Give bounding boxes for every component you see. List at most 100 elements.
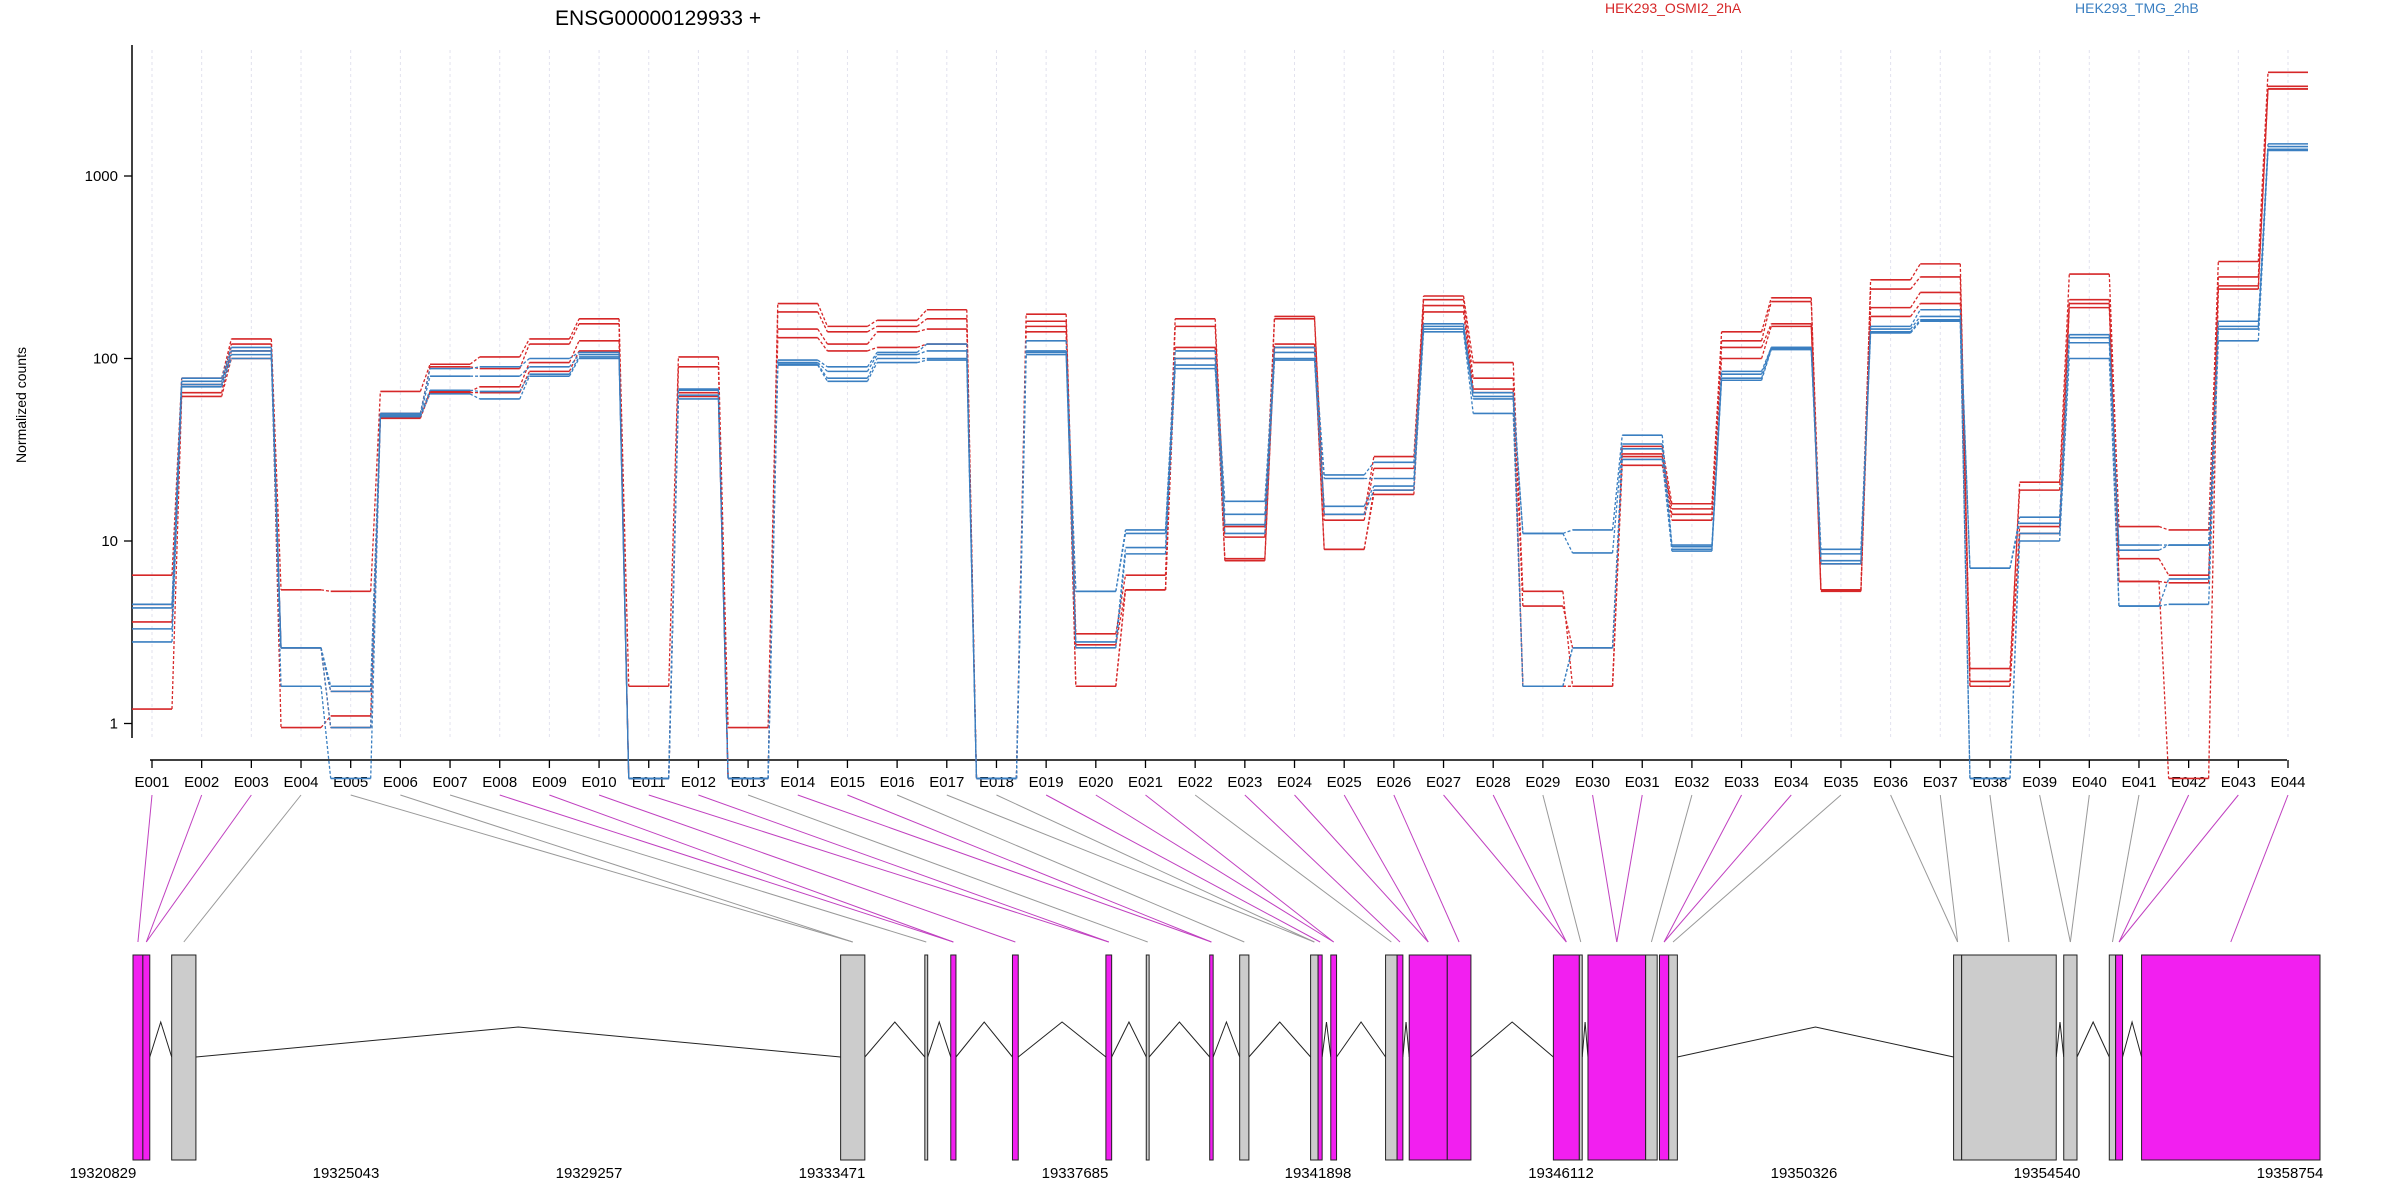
intron bbox=[1321, 1021, 1332, 1058]
connector-E021 bbox=[1145, 794, 1334, 943]
transition-E019 bbox=[1065, 352, 1077, 642]
intron bbox=[2076, 1020, 2110, 1058]
transition-E020 bbox=[1115, 589, 1127, 687]
exon-box-13 bbox=[1317, 954, 1323, 1161]
exon-box-2 bbox=[142, 954, 151, 1161]
connector-E028 bbox=[1492, 794, 1567, 943]
transition-E025 bbox=[1363, 485, 1375, 507]
x-tick-label-E014: E014 bbox=[780, 774, 815, 791]
transition-E016 bbox=[916, 309, 928, 321]
transition-E029 bbox=[1562, 533, 1574, 554]
x-tick-label-E040: E040 bbox=[2072, 774, 2107, 791]
transition-E036 bbox=[1910, 316, 1921, 330]
transition-E001 bbox=[171, 378, 183, 576]
transition-E008 bbox=[519, 338, 530, 358]
transition-E034 bbox=[1810, 349, 1822, 564]
exon-box-6 bbox=[950, 954, 957, 1161]
connector-E017 bbox=[946, 794, 1315, 943]
gene-axis-labels: 19320829 19325043 19329257 19333471 19337685… bbox=[70, 1165, 2324, 1182]
x-tick-label-E035: E035 bbox=[1823, 774, 1858, 791]
transition-E025 bbox=[1363, 489, 1375, 515]
transition-E039 bbox=[2058, 358, 2070, 542]
x-tick-label-E032: E032 bbox=[1674, 774, 1709, 791]
transition-E042 bbox=[2208, 329, 2219, 579]
exon-box-24 bbox=[1668, 954, 1678, 1161]
y-tick-label: 10 bbox=[101, 533, 118, 550]
transition-E004 bbox=[320, 686, 332, 779]
transition-E027 bbox=[1462, 295, 1474, 363]
x-tick-label-E001: E001 bbox=[134, 774, 169, 791]
transition-E036 bbox=[1910, 303, 1921, 317]
connector-E011 bbox=[648, 794, 1109, 943]
exon-box-1 bbox=[132, 954, 144, 1161]
transition-E008 bbox=[519, 366, 530, 377]
transition-E041 bbox=[2158, 581, 2170, 779]
gene-position-label: 19320829 bbox=[70, 1165, 137, 1182]
intron bbox=[1581, 1021, 1589, 1058]
connector-E034 bbox=[1663, 794, 1792, 943]
transition-E014 bbox=[817, 303, 829, 327]
exon-box-28 bbox=[2108, 954, 2117, 1161]
connector-E043 bbox=[2118, 794, 2239, 943]
intron bbox=[1111, 1020, 1147, 1058]
exon-box-17 bbox=[1408, 954, 1448, 1161]
x-tick-label-E033: E033 bbox=[1724, 774, 1759, 791]
transition-E042 bbox=[2208, 289, 2219, 779]
transition-E012 bbox=[717, 398, 729, 779]
connector-E024 bbox=[1294, 794, 1429, 943]
transition-E041 bbox=[2158, 603, 2169, 607]
transition-E007 bbox=[469, 389, 480, 393]
transition-E036 bbox=[1910, 276, 1921, 290]
x-tick-label-E042: E042 bbox=[2171, 774, 2206, 791]
transition-E002 bbox=[221, 354, 232, 385]
transition-E022 bbox=[1214, 365, 1226, 525]
exon-box-11 bbox=[1239, 954, 1250, 1161]
transition-E019 bbox=[1065, 354, 1077, 648]
transition-E039 bbox=[2058, 342, 2070, 534]
x-tick-label-E004: E004 bbox=[283, 774, 318, 791]
transition-E036 bbox=[1910, 263, 1921, 281]
transition-E007 bbox=[469, 366, 480, 370]
x-tick-label-E006: E006 bbox=[383, 774, 418, 791]
transition-E034 bbox=[1810, 301, 1822, 564]
gene-position-label: 19346112 bbox=[1528, 1165, 1594, 1182]
transition-E029 bbox=[1562, 605, 1574, 648]
transition-E009 bbox=[568, 358, 580, 377]
connector-E026 bbox=[1393, 794, 1460, 943]
transition-E015 bbox=[866, 352, 878, 368]
transition-E028 bbox=[1512, 396, 1524, 534]
legend-osmi2-label: HEK293_OSMI2_2hA bbox=[1605, 0, 1742, 16]
exon-connectors bbox=[137, 794, 2289, 943]
connector-E014 bbox=[797, 794, 1212, 943]
exon-box-26 bbox=[1961, 954, 2057, 1161]
x-tick-label-E009: E009 bbox=[532, 774, 567, 791]
transition-E014 bbox=[817, 364, 828, 382]
transition-E018 bbox=[1015, 350, 1027, 779]
transition-E002 bbox=[221, 350, 232, 382]
gene-position-label: 19333471 bbox=[799, 1165, 866, 1182]
connector-E032 bbox=[1650, 794, 1693, 943]
intron bbox=[1212, 1020, 1241, 1058]
x-tick-label-E036: E036 bbox=[1873, 774, 1908, 791]
connector-E004 bbox=[183, 794, 302, 943]
transition-E014 bbox=[817, 359, 828, 368]
exon-box-3 bbox=[171, 954, 197, 1161]
transition-E041 bbox=[2158, 544, 2169, 551]
transition-E016 bbox=[916, 318, 928, 327]
transition-E022 bbox=[1214, 368, 1226, 534]
transition-E024 bbox=[1313, 360, 1325, 515]
intron bbox=[1402, 1021, 1410, 1058]
transition-E010 bbox=[618, 356, 630, 779]
transition-E009 bbox=[568, 354, 580, 368]
legend-tmg-label: HEK293_TMG_2hB bbox=[2075, 0, 2199, 16]
transition-E028 bbox=[1512, 378, 1524, 607]
x-tick-label-E039: E039 bbox=[2022, 774, 2057, 791]
intron bbox=[1148, 1021, 1211, 1058]
gene-model bbox=[132, 954, 2321, 1161]
transition-E030 bbox=[1611, 435, 1623, 530]
connector-E027 bbox=[1443, 794, 1567, 943]
transition-E001 bbox=[171, 381, 183, 608]
x-tick-label-E027: E027 bbox=[1426, 774, 1461, 791]
x-tick-label-E026: E026 bbox=[1376, 774, 1411, 791]
transition-E024 bbox=[1313, 347, 1325, 550]
